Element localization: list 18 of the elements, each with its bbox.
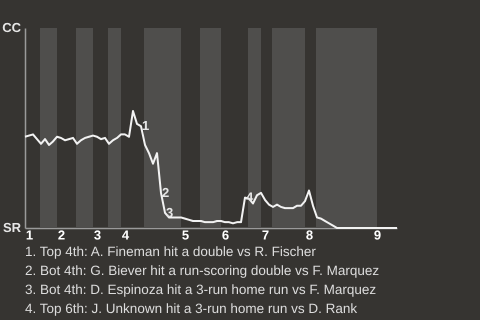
x-tick-label: 6 xyxy=(222,228,230,242)
annotation: 3 xyxy=(166,204,174,220)
annotation: 1 xyxy=(142,118,150,134)
x-tick-label: 3 xyxy=(94,228,102,242)
text: 2. Bot 4th: G. Biever hit a run-scoring double vs F. Marquez xyxy=(25,262,380,280)
text: 1. Top 4th: A. Fineman hit a double vs R. Fischer xyxy=(25,243,317,261)
x-tick-label: 1 xyxy=(26,228,34,242)
x-tick-label: 2 xyxy=(58,228,66,242)
annotation: 2 xyxy=(162,184,170,200)
x-tick-label: 4 xyxy=(122,228,130,242)
text: SR xyxy=(2,220,22,235)
text: 3. Bot 4th: D. Espinoza hit a 3-run home run vs F. Marquez xyxy=(25,281,378,299)
x-tick-label: 5 xyxy=(182,228,190,242)
x-tick-label: 8 xyxy=(306,228,314,242)
text: CC xyxy=(2,20,22,35)
x-tick-label: 9 xyxy=(374,228,382,242)
text: 4. Top 6th: J. Unknown hit a 3-run home run vs D. Rank xyxy=(25,300,358,318)
x-tick-label: 7 xyxy=(262,228,270,242)
